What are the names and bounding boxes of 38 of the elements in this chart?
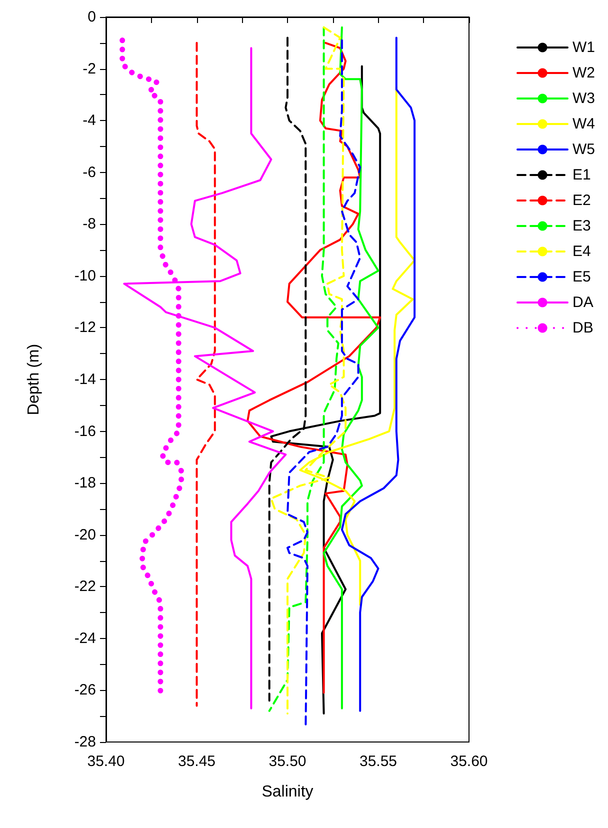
y-tick-label: -12 <box>74 319 96 336</box>
y-tick-label: -26 <box>74 682 96 699</box>
x-axis-title: Salinity <box>262 784 314 800</box>
line-series <box>322 26 380 710</box>
y-tick-label: 0 <box>88 8 96 26</box>
y-axis-title: Depth (m) <box>26 344 42 416</box>
line-series <box>246 42 382 694</box>
legend-label: DB <box>572 320 594 336</box>
legend-label: E1 <box>572 166 591 184</box>
x-tick-label: 35.50 <box>268 753 306 770</box>
x-tick-label: 35.40 <box>87 753 125 770</box>
legend-label: E3 <box>572 218 591 234</box>
y-tick-label: -14 <box>74 371 96 388</box>
y-tick-label: -24 <box>74 630 96 647</box>
y-tick-label: -28 <box>74 734 96 750</box>
y-tick-label: -20 <box>74 526 96 544</box>
legend-label: E4 <box>572 243 591 260</box>
y-tick-label: -2 <box>82 60 96 78</box>
x-tick-label: 35.45 <box>178 753 216 770</box>
legend-label: W1 <box>572 39 595 56</box>
y-tick-label: -10 <box>74 267 96 284</box>
line-series <box>196 42 216 707</box>
line-series <box>340 36 416 712</box>
y-tick-label: -4 <box>82 112 96 130</box>
legend-label: E5 <box>572 268 591 286</box>
y-tick-label: -18 <box>74 474 96 492</box>
y-tick-label: -6 <box>82 164 96 181</box>
legend-label: W2 <box>572 64 595 82</box>
y-tick-label: -8 <box>82 216 96 233</box>
legend-label: W4 <box>572 116 595 132</box>
legend-label: E2 <box>572 192 591 209</box>
y-tick-label: -16 <box>74 422 96 440</box>
legend-label: W3 <box>572 90 595 107</box>
legend-label: W5 <box>572 141 595 158</box>
legend-label: DA <box>572 294 594 311</box>
x-tick-label: 35.60 <box>450 753 488 770</box>
y-tick-label: -22 <box>74 578 96 596</box>
x-tick-label: 35.55 <box>359 753 398 770</box>
